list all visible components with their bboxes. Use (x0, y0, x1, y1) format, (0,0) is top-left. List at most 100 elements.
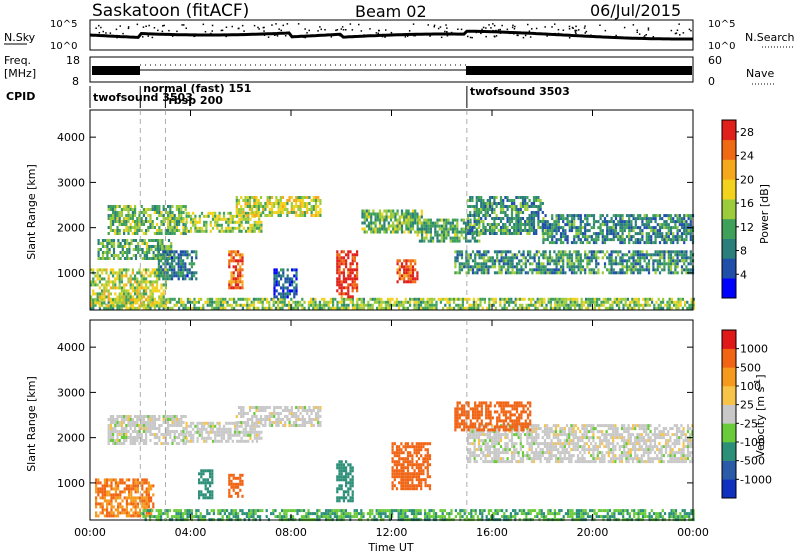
sky-dot (282, 24, 284, 27)
sky-dot (446, 27, 448, 29)
sky-dot (163, 24, 165, 27)
sky-dot (490, 27, 492, 29)
sky-dot (142, 36, 144, 38)
sky-dot (115, 28, 118, 31)
velocity-colorbar-cell (722, 348, 736, 368)
sky-dot (98, 32, 101, 34)
freq-block-right (466, 66, 692, 75)
cpid-segment-label: twofsound 3503 (470, 85, 570, 98)
sky-dot (157, 29, 159, 32)
sky-dot (485, 27, 487, 29)
sky-dot (216, 34, 218, 36)
sky-dot (568, 28, 571, 30)
sky-dot (408, 30, 411, 32)
sky-dot (475, 31, 478, 34)
sky-dot (471, 36, 473, 39)
sky-left-tick-top: 10^5 (50, 19, 77, 30)
sky-dot (599, 24, 601, 26)
power-colorbar-cell (722, 139, 736, 160)
sky-dot (571, 26, 574, 29)
velocity-xlabel: Time UT (367, 541, 413, 554)
sky-dot (381, 35, 384, 38)
sky-dot (260, 34, 262, 36)
sky-dot (529, 36, 532, 38)
sky-dot (638, 33, 641, 35)
sky-dot (404, 36, 407, 38)
sky-dot (554, 23, 556, 25)
sky-dot (358, 23, 360, 26)
freq-tick-bottom: 8 (72, 75, 79, 88)
sky-dot (142, 26, 145, 28)
power-colorbar-cell (722, 218, 736, 239)
sky-dot (105, 32, 107, 34)
velocity-colorbar: 1000 500 100 25 -25 -100 -500 -1000 (721, 329, 772, 499)
sky-dot (469, 36, 472, 39)
sky-dot (377, 32, 379, 35)
sky-dot (378, 29, 380, 32)
sky-dot (509, 32, 511, 35)
sky-dot (253, 24, 256, 27)
sky-dot (333, 34, 335, 36)
sky-dot (406, 35, 409, 37)
sky-dot (682, 32, 685, 34)
velocity-ytick-label: 1000 (57, 477, 85, 490)
sky-dot (499, 32, 502, 34)
velocity-xtick-label: 12:00 (376, 526, 408, 539)
velocity-echo-band (454, 401, 532, 432)
velocity-echo-band (228, 473, 244, 498)
sky-dot (105, 34, 108, 37)
power-echo-band (107, 205, 187, 235)
sky-dot (604, 29, 607, 32)
sky-dot (583, 27, 586, 29)
sky-dot (275, 23, 277, 25)
sky-dot (675, 32, 678, 34)
sky-dot (512, 33, 515, 35)
sky-dot (678, 23, 680, 25)
sky-dot (161, 30, 164, 33)
sky-dot (647, 29, 650, 31)
sky-dot (402, 34, 404, 37)
sky-dot (242, 33, 245, 35)
nave-label: Nave (746, 67, 774, 80)
sky-dot (342, 29, 345, 31)
velocity-echo-band (466, 424, 694, 464)
velocity-xtick-label: 16:00 (476, 526, 508, 539)
velocity-ytick-label: 3000 (57, 386, 85, 399)
sky-dot (147, 35, 149, 37)
sky-dot (512, 24, 514, 27)
sky-dot (632, 24, 635, 26)
station-title: Saskatoon (fitACF) (92, 1, 249, 21)
sky-dot (390, 31, 393, 34)
sky-dot (645, 34, 647, 36)
sky-scatter (95, 23, 692, 39)
power-echo-band (235, 196, 322, 217)
sky-dot (499, 28, 501, 31)
sky-dot (304, 28, 306, 30)
sky-dot (317, 30, 319, 32)
sky-dot (444, 30, 446, 33)
nave-tick-bottom: 0 (708, 75, 715, 88)
sky-dot (446, 31, 448, 33)
sky-dot (551, 26, 553, 28)
sky-dot (506, 28, 509, 31)
power-echo-band (228, 250, 244, 290)
sky-dot (429, 35, 431, 37)
sky-dot (237, 27, 240, 30)
sky-dot (584, 32, 586, 34)
velocity-ylabel: Slant Range [km] (25, 376, 38, 472)
sky-dot (492, 29, 494, 32)
power-ytick-label: 3000 (57, 176, 85, 189)
sky-dot (535, 27, 538, 30)
sky-dot (100, 26, 102, 29)
sky-dot (492, 23, 494, 25)
velocity-colorbar-cell (722, 442, 736, 461)
sky-dot (557, 32, 560, 35)
power-colorbar-tick: 24 (740, 150, 754, 163)
sky-dot (440, 36, 443, 39)
sky-dot (513, 28, 516, 30)
sky-dot (304, 36, 307, 39)
power-colorbar-cell (722, 199, 736, 220)
sky-dot (636, 31, 638, 33)
velocity-echo-band (95, 478, 155, 518)
sky-dot (193, 35, 195, 38)
